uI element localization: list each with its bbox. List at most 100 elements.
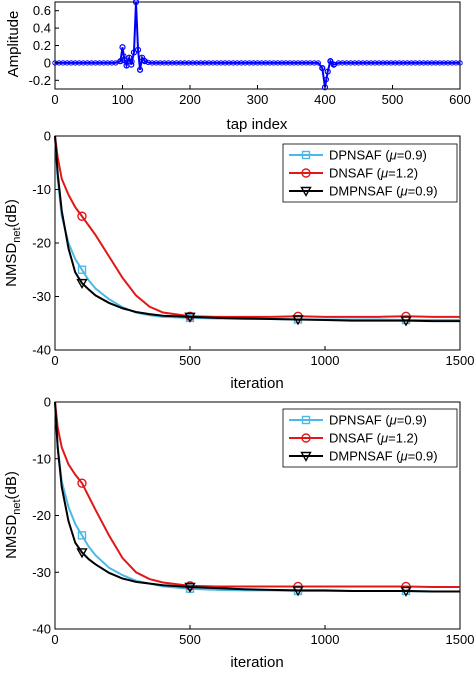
series-marker-triangle-down xyxy=(400,316,412,327)
legend-marker-triangle-down xyxy=(300,451,312,462)
legend-label: DPNSAF (μ=0.9) xyxy=(329,148,427,163)
y-tick-label: 0 xyxy=(44,55,51,70)
series-line-triangle-down xyxy=(54,135,460,323)
x-tick-label: 100 xyxy=(112,92,134,107)
x-tick-label: 1500 xyxy=(446,632,474,647)
series-line-triangle-down xyxy=(54,401,460,593)
impulse-marker xyxy=(457,60,463,66)
impulse-marker xyxy=(126,54,133,61)
legend-marker-square xyxy=(301,150,311,160)
x-tick-label: 1000 xyxy=(311,353,340,368)
x-tick-label: 500 xyxy=(179,353,201,368)
x-tick-label: 0 xyxy=(51,92,58,107)
legend-label-suffix: =0.9) xyxy=(408,184,438,199)
y-tick-label: -0.2 xyxy=(29,73,51,88)
series-marker-triangle-down xyxy=(400,586,412,597)
legend-label: DNSAF (μ=1.2) xyxy=(329,431,418,446)
x-tick-label: 1500 xyxy=(446,353,474,368)
x-tick-label: 500 xyxy=(382,92,404,107)
series-layer-3 xyxy=(54,401,460,597)
series-marker-square xyxy=(77,531,87,540)
plot-area-1 xyxy=(54,1,461,90)
impulse-marker xyxy=(129,58,135,65)
y-axis-label-2: NMSDnet(dB) xyxy=(3,199,23,287)
y-axis-label-1: Amplitude xyxy=(5,11,22,78)
y-axis-label-2-main: NMSD xyxy=(3,243,20,287)
impulse-marker xyxy=(323,76,330,83)
series-marker-triangle-down xyxy=(184,312,196,323)
legend-label-mu: μ xyxy=(380,431,388,446)
y-tick-label: -40 xyxy=(32,622,51,637)
x-axis-label-3: iteration xyxy=(230,654,283,671)
y-tick-label: -10 xyxy=(32,182,51,197)
series-layer-1 xyxy=(52,0,463,91)
y-tick-label: 0.2 xyxy=(33,38,51,53)
legend-label-prefix: DNSAF ( xyxy=(329,166,382,181)
axes-3: 0 500 1000 1500 0 -10 -20 -30 -40 xyxy=(32,395,474,648)
axes-2: 0 500 1000 1500 0 -10 -20 -30 -40 xyxy=(32,129,474,369)
impulse-marker xyxy=(132,0,140,6)
legend-label-mu: μ xyxy=(400,184,408,199)
legend-marker-circle xyxy=(301,168,311,178)
x-tick-label: 500 xyxy=(179,632,201,647)
y-tick-label: -20 xyxy=(32,508,51,523)
series-marker-square xyxy=(77,265,87,274)
legend-3: DPNSAF (μ=0.9)DNSAF (μ=1.2)DMPNSAF (μ=0.… xyxy=(282,408,458,468)
series-marker-triangle-down xyxy=(184,582,196,593)
impulse-marker xyxy=(141,58,148,65)
x-tick-label: 0 xyxy=(51,632,58,647)
series-line-square xyxy=(54,135,460,322)
impulse-marker xyxy=(121,57,128,64)
y-tick-label: 0 xyxy=(44,129,51,144)
impulse-marker xyxy=(134,46,142,53)
legend-marker-square xyxy=(301,415,311,425)
y-axis-label-3-sub: net xyxy=(11,499,23,514)
impulse-marker xyxy=(315,60,321,66)
legend-label: DPNSAF (μ=0.9) xyxy=(329,413,427,428)
legend-label-mu: μ xyxy=(389,413,397,428)
y-axis-label-3: NMSDnet(dB) xyxy=(3,471,23,559)
legend-label: DMPNSAF (μ=0.9) xyxy=(329,184,438,199)
x-tick-label: 0 xyxy=(51,353,58,368)
legend-label: DMPNSAF (μ=0.9) xyxy=(329,449,438,464)
y-tick-label: 0.6 xyxy=(33,3,51,18)
impulse-marker xyxy=(117,58,124,65)
legend-marker-circle xyxy=(301,433,311,443)
legend-label-suffix: =0.9) xyxy=(408,449,438,464)
y-axis-label-3-unit: (dB) xyxy=(3,471,20,499)
y-tick-label: -10 xyxy=(32,451,51,466)
legend-label: DNSAF (μ=1.2) xyxy=(329,166,418,181)
series-marker-circle xyxy=(77,478,87,488)
x-tick-label: 200 xyxy=(179,92,201,107)
series-marker-circle xyxy=(77,211,87,221)
legend-marker-triangle-down xyxy=(300,186,312,197)
impulse-marker xyxy=(324,68,331,75)
axes-1: 0 100 200 300 400 500 600-0.200.20.40.6 xyxy=(29,3,471,107)
x-tick-label: 400 xyxy=(314,92,336,107)
impulse-marker xyxy=(119,44,126,51)
y-tick-label: -40 xyxy=(32,343,51,358)
impulse-marker xyxy=(327,58,334,65)
x-axis-label-2: iteration xyxy=(230,375,283,392)
impulse-marker xyxy=(319,65,326,72)
legend-label-suffix: =0.9) xyxy=(397,148,427,163)
legend-label-prefix: DMPNSAF ( xyxy=(329,449,401,464)
y-axis-label-2-sub: net xyxy=(11,227,23,242)
legend-label-mu: μ xyxy=(389,148,397,163)
legend-label-mu: μ xyxy=(400,449,408,464)
legend-label-suffix: =1.2) xyxy=(388,166,418,181)
series-marker-triangle-down xyxy=(292,315,304,326)
legend-label-prefix: DNSAF ( xyxy=(329,431,382,446)
series-line-circle xyxy=(54,401,460,588)
y-tick-label: -30 xyxy=(32,565,51,580)
x-tick-label: 1000 xyxy=(311,632,340,647)
y-tick-label: 0 xyxy=(44,395,51,410)
series-marker-triangle-down xyxy=(76,548,88,559)
series-marker-triangle-down xyxy=(292,586,304,597)
impulse-marker xyxy=(330,61,337,68)
x-axis-label-1: tap index xyxy=(227,116,288,133)
legend-label-prefix: DPNSAF ( xyxy=(329,413,390,428)
